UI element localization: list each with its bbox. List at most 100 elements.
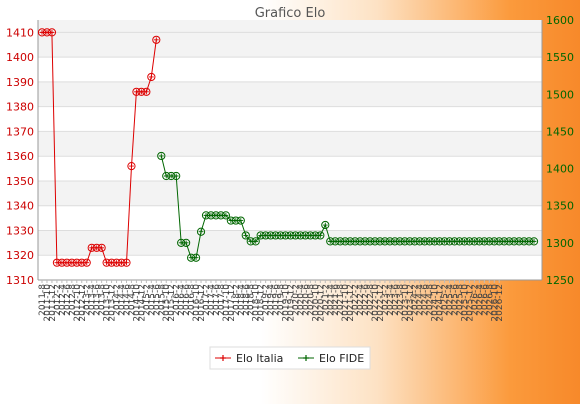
y-left-tick-label: 1390 <box>6 76 34 89</box>
x-tick-label: 2019-8 <box>277 284 287 316</box>
x-tick-label: 2026-6 <box>480 284 490 316</box>
x-tick-label: 2024-8 <box>426 284 436 316</box>
x-tick-label: 2022-12 <box>376 284 386 322</box>
data-point-cross <box>223 212 229 218</box>
data-point-cross <box>84 260 90 266</box>
x-tick-label: 2016-10 <box>192 284 202 322</box>
legend: Elo Italia Elo FIDE <box>209 346 371 370</box>
x-tick-label: 2024-10 <box>431 284 441 322</box>
x-tick-label: 2019-4 <box>267 284 277 316</box>
x-tick-label: 2014-10 <box>132 284 142 322</box>
data-point <box>122 258 131 267</box>
x-tick-label: 2022-10 <box>371 284 381 322</box>
x-tick-label: 2022-2 <box>351 284 361 316</box>
x-tick-label: 2020-12 <box>316 284 326 322</box>
x-tick-label: 2012-4 <box>58 284 68 316</box>
x-tick-label: 2016-6 <box>182 284 192 316</box>
x-tick-label: 2011-10 <box>43 284 53 322</box>
x-tick-label: 2025-4 <box>446 284 456 316</box>
x-tick-label: 2015-6 <box>152 284 162 316</box>
y-left-tick-label: 1320 <box>6 249 34 262</box>
x-tick-label: 2014-12 <box>137 284 147 322</box>
x-tick-label: 2021-6 <box>331 284 341 316</box>
x-tick-label: 2014-4 <box>118 284 128 316</box>
grid-layer <box>38 20 542 281</box>
x-tick-label: 2021-4 <box>326 284 336 316</box>
y-left-tick-label: 1410 <box>6 26 34 39</box>
x-tick-label: 2020-2 <box>291 284 301 316</box>
x-tick-label: 2024-2 <box>411 284 421 316</box>
x-tick-label: 2023-12 <box>406 284 416 322</box>
data-point <box>127 161 136 171</box>
y-right-tick-label: 1300 <box>546 237 574 250</box>
y-right-tick-label: 1450 <box>546 125 574 138</box>
x-tick-label: 2026-12 <box>495 284 505 322</box>
data-point-cross <box>193 255 199 261</box>
data-point <box>321 220 330 230</box>
data-point-cross <box>253 238 259 244</box>
data-point <box>152 35 161 44</box>
x-tick-label: 2023-4 <box>386 284 396 316</box>
x-tick-label: 2020-8 <box>306 284 316 316</box>
x-tick-label: 2025-2 <box>441 284 451 316</box>
x-tick-label: 2024-4 <box>416 284 426 316</box>
data-point <box>241 231 250 240</box>
x-tick-label: 2022-4 <box>356 284 366 316</box>
x-tick-label: 2021-10 <box>341 284 351 322</box>
data-point <box>82 258 91 267</box>
y-left-tick-label: 1370 <box>6 125 34 138</box>
x-tick-label: 2023-2 <box>381 284 391 316</box>
data-point-cross <box>322 222 328 228</box>
x-tick-label: 2012-12 <box>78 284 88 322</box>
x-tick-label: 2018-2 <box>232 284 242 316</box>
y-left-tick-label: 1400 <box>6 51 34 64</box>
legend-marker-elo-fide <box>303 355 309 361</box>
x-tick-label: 2019-12 <box>286 284 296 322</box>
y-left-tick-label: 1360 <box>6 150 34 163</box>
y-left-tick-label: 1310 <box>6 274 34 287</box>
x-tick-label: 2015-2 <box>142 284 152 316</box>
chart-title: Grafico Elo <box>255 6 326 21</box>
x-tick-label: 2018-12 <box>257 284 267 322</box>
x-tick-label: 2012-8 <box>68 284 78 316</box>
x-tick-label: 2025-10 <box>460 284 470 322</box>
x-tick-label: 2013-6 <box>93 284 103 316</box>
x-tick-label: 2018-10 <box>252 284 262 322</box>
data-point <box>157 151 166 161</box>
x-tick-label: 2017-8 <box>217 284 227 316</box>
x-tick-label: 2013-12 <box>108 284 118 322</box>
y-left-tick-label: 1330 <box>6 224 34 237</box>
x-tick-label: 2022-8 <box>366 284 376 316</box>
data-point-cross <box>129 163 134 169</box>
x-tick-label: 2011-8 <box>38 284 48 316</box>
data-point-cross <box>243 233 249 238</box>
data-point <box>529 237 539 246</box>
y-left-tick-label: 1350 <box>6 175 34 188</box>
legend-box <box>209 346 371 370</box>
series-layer <box>37 28 539 267</box>
x-tick-label: 2015-8 <box>157 284 167 316</box>
data-point-cross <box>238 218 244 223</box>
x-tick-label: 2014-8 <box>127 284 137 316</box>
x-tick-label: 2026-2 <box>470 284 480 316</box>
data-point-cross <box>148 74 154 80</box>
data-point-cross <box>317 233 323 238</box>
x-tick-label: 2013-10 <box>103 284 113 322</box>
legend-label-elo-fide: Elo FIDE <box>319 352 364 365</box>
data-point <box>316 231 325 240</box>
x-tick-label: 2013-2 <box>83 284 93 316</box>
x-tick-label: 2019-2 <box>262 284 272 316</box>
x-tick-label: 2019-6 <box>272 284 282 316</box>
x-tick-label: 2012-6 <box>63 284 73 316</box>
y-right-tick-label: 1350 <box>546 200 574 213</box>
data-point-cross <box>153 37 159 43</box>
grid-band <box>38 180 542 206</box>
x-tick-label: 2012-2 <box>53 284 63 316</box>
data-point <box>221 211 230 220</box>
x-tick-label: 2024-12 <box>436 284 446 322</box>
x-tick-label: 2021-12 <box>346 284 356 322</box>
x-tick-label: 2018-4 <box>237 284 247 316</box>
x-tick-label: 2024-6 <box>421 284 431 316</box>
data-point-cross <box>198 229 204 235</box>
x-tick-labels: 2011-82011-102011-122012-22012-42012-620… <box>38 284 505 322</box>
